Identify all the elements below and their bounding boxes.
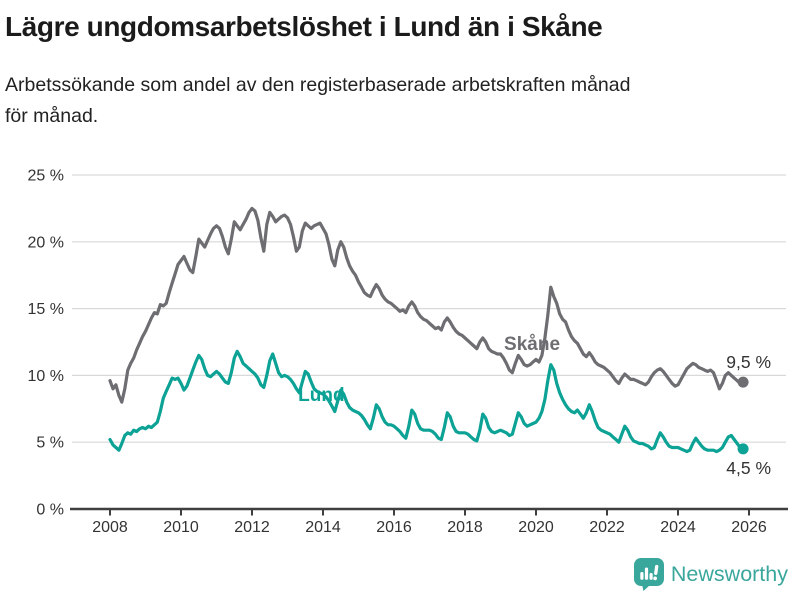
newsworthy-brand[interactable]: Newsworthy xyxy=(633,558,788,591)
x-axis-tick-label: 2014 xyxy=(305,519,341,536)
x-axis-tick-label: 2016 xyxy=(376,519,412,536)
series-end-dot xyxy=(737,443,749,455)
series-end-value-label: 4,5 % xyxy=(726,458,771,478)
x-axis-tick-label: 2024 xyxy=(660,519,696,536)
series-end-value-label: 9,5 % xyxy=(726,352,771,372)
brand-name: Newsworthy xyxy=(670,562,788,586)
x-axis-tick-label: 2012 xyxy=(234,519,270,536)
chart-header: Lägre ungdomsarbetslöshet i Lund än i Sk… xyxy=(5,8,795,132)
y-axis-tick-label: 20 % xyxy=(28,234,64,251)
series-end-dot xyxy=(737,376,749,388)
y-axis-tick-label: 25 % xyxy=(28,168,64,185)
x-axis-tick-label: 2022 xyxy=(589,519,625,536)
chart-title: Lägre ungdomsarbetslöshet i Lund än i Sk… xyxy=(5,11,603,42)
series-name-label: Lund xyxy=(298,385,344,406)
series-line-skne xyxy=(108,206,745,404)
y-axis-tick-label: 10 % xyxy=(28,368,64,385)
x-axis-tick-label: 2010 xyxy=(163,519,199,536)
x-axis-tick-label: 2018 xyxy=(447,519,483,536)
series-name-label: Skåne xyxy=(504,334,560,355)
chart-subtitle-line-1: Arbetssökande som andel av den registerb… xyxy=(5,74,631,96)
x-axis-tick-label: 2008 xyxy=(92,519,128,536)
newsworthy-logo-icon xyxy=(633,558,664,591)
y-axis-tick-label: 15 % xyxy=(28,301,64,318)
chart-subtitle: Arbetssökande som andel av den registerb… xyxy=(5,70,795,132)
y-axis-tick-label: 5 % xyxy=(36,435,64,452)
x-axis-tick-label: 2020 xyxy=(518,519,554,536)
x-axis-tick-label: 2026 xyxy=(731,519,767,536)
y-axis-tick-label: 0 % xyxy=(36,502,64,519)
series-line-lund xyxy=(108,349,745,454)
chart-subtitle-line-2: för månad. xyxy=(5,105,99,127)
